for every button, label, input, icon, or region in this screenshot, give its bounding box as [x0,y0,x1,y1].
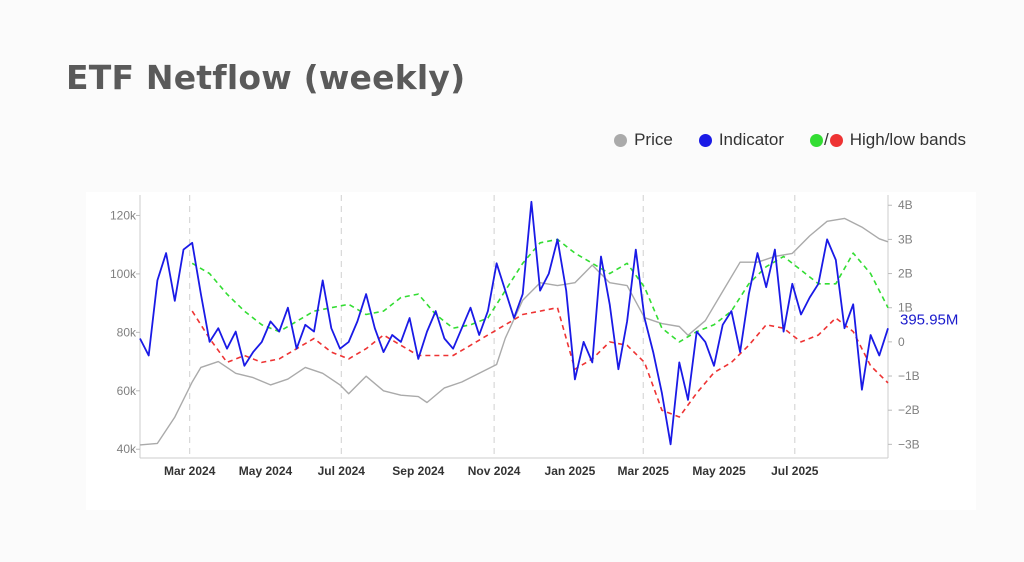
right-axis: −3B −2B −1B 0 1B 2B 3B 4B [887,195,920,458]
right-tick-label-3: 0 [898,335,905,349]
plot-background [86,192,976,510]
left-tick-label-2: 80k [117,325,137,339]
series-line-indicator [139,200,889,446]
chart-title: ETF Netflow (weekly) [66,58,466,97]
price-circle-marker-icon [614,133,628,147]
last-value-label: 395.95M [900,311,958,328]
legend-label-price: Price [634,130,673,149]
x-tick-label-8: Jul 2025 [771,464,819,478]
x-tick-label-1: May 2024 [239,464,293,478]
right-tick-label-0: −3B [898,437,920,451]
x-tick-label-4: Nov 2024 [468,464,521,478]
series-line-low-band [191,306,889,418]
x-tick-label-3: Sep 2024 [392,464,444,478]
left-tick-label-0: 40k [117,442,137,456]
legend: Price Indicator / High/low bands [588,130,966,150]
legend-item-price[interactable]: Price [614,130,673,150]
legend-label-bands: High/low bands [849,130,966,149]
right-tick-label-4: 1B [898,301,913,315]
x-tick-label-0: Mar 2024 [164,464,216,478]
right-tick-label-1: −2B [898,403,920,417]
series-group [139,200,889,446]
legend-label-indicator: Indicator [718,130,785,149]
right-tick-label-7: 4B [898,198,913,212]
left-tick-label-3: 100k [110,267,137,281]
right-tick-label-5: 2B [898,267,913,281]
left-tick-label-1: 60k [117,384,137,398]
right-tick-label-2: −1B [898,369,920,383]
x-tick-label-6: Mar 2025 [618,464,670,478]
legend-separator: / [824,130,829,149]
left-tick-label-4: 120k [110,208,137,222]
left-axis: 40k 60k 80k 100k 120k [110,195,141,458]
legend-item-bands[interactable]: / High/low bands [810,130,966,150]
indicator-circle-marker-icon [698,133,712,147]
series-line-price [139,217,889,446]
x-tick-label-5: Jan 2025 [545,464,596,478]
high-band-circle-marker-icon [810,133,824,147]
legend-item-indicator[interactable]: Indicator [698,130,785,150]
series-line-high-band [191,238,889,343]
x-axis: Mar 2024 May 2024 Jul 2024 Sep 2024 Nov 2024… [140,457,888,478]
x-tick-label-2: Jul 2024 [318,464,366,478]
x-tick-label-7: May 2025 [692,464,746,478]
low-band-circle-marker-icon [829,133,843,147]
right-tick-label-6: 3B [898,232,913,246]
